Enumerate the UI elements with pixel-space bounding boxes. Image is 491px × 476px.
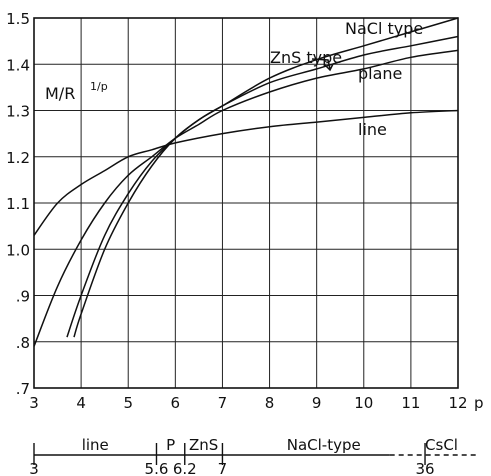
scale-tick-label: 6.2 <box>173 460 197 476</box>
y-tick-label: 1.0 <box>6 241 30 259</box>
scale-tick-label: 5.6 <box>145 460 169 476</box>
bottom-structure-scale: line P ZnS NaCl-type CsCl 3 5.6 6.2 7 36 <box>29 436 478 476</box>
plot-frame <box>33 17 459 389</box>
annotation-plane: plane <box>358 64 402 83</box>
annotation-zns-type: ZnS type <box>270 48 342 67</box>
y-tick-label: 1.3 <box>6 103 30 121</box>
y-tick-label: .9 <box>16 288 30 306</box>
y-tick-label: 1.2 <box>6 149 30 167</box>
scale-segment-label: line <box>82 436 109 454</box>
scale-segment-label: CsCl <box>425 436 458 454</box>
y-tick-label: .7 <box>16 380 30 398</box>
x-tick-label: 12 <box>448 394 467 412</box>
annotation-nacl-type: NaCl type <box>345 19 423 38</box>
scale-segment-label: ZnS <box>189 436 218 454</box>
scale-tick-label: 7 <box>218 460 228 476</box>
annotation-zns-arrowhead <box>324 63 334 72</box>
x-axis-label: p <box>474 394 484 412</box>
y-tick-label: 1.1 <box>6 195 30 213</box>
series-line-plane <box>33 49 459 347</box>
scale-tick-label: 36 <box>415 460 434 476</box>
series-line-line <box>33 109 459 236</box>
x-tick-label: 4 <box>76 394 86 412</box>
curve-annotations: NaCl type ZnS type plane line <box>270 19 423 139</box>
x-tick-label: 11 <box>401 394 420 412</box>
annotation-line: line <box>358 120 387 139</box>
x-tick-label: 6 <box>171 394 181 412</box>
y-axis-label-superscript: 1/p <box>90 80 108 93</box>
y-axis-label-main: M/R <box>45 84 75 103</box>
scale-segment-label: NaCl-type <box>287 436 361 454</box>
x-tick-label: 3 <box>29 394 39 412</box>
y-axis-label: M/R 1/p <box>45 80 108 103</box>
x-tick-label: 5 <box>123 394 133 412</box>
tick-labels: 3 4 5 6 7 8 9 10 11 12 p .7 .8 .9 1.0 1.1 1.2 1.3 1.4 1.5 <box>6 10 483 412</box>
x-tick-label: 10 <box>354 394 373 412</box>
scale-segment-label: P <box>166 436 175 454</box>
data-curves <box>33 17 459 347</box>
series-line-zns-type <box>66 35 459 338</box>
annotation-zns-arrow <box>311 58 331 70</box>
y-tick-label: 1.4 <box>6 56 30 74</box>
x-tick-label: 8 <box>265 394 275 412</box>
y-tick-label: .8 <box>16 334 30 352</box>
x-tick-label: 7 <box>218 394 228 412</box>
y-tick-label: 1.5 <box>6 10 30 28</box>
scale-tick-label: 3 <box>29 460 39 476</box>
x-tick-label: 9 <box>312 394 322 412</box>
